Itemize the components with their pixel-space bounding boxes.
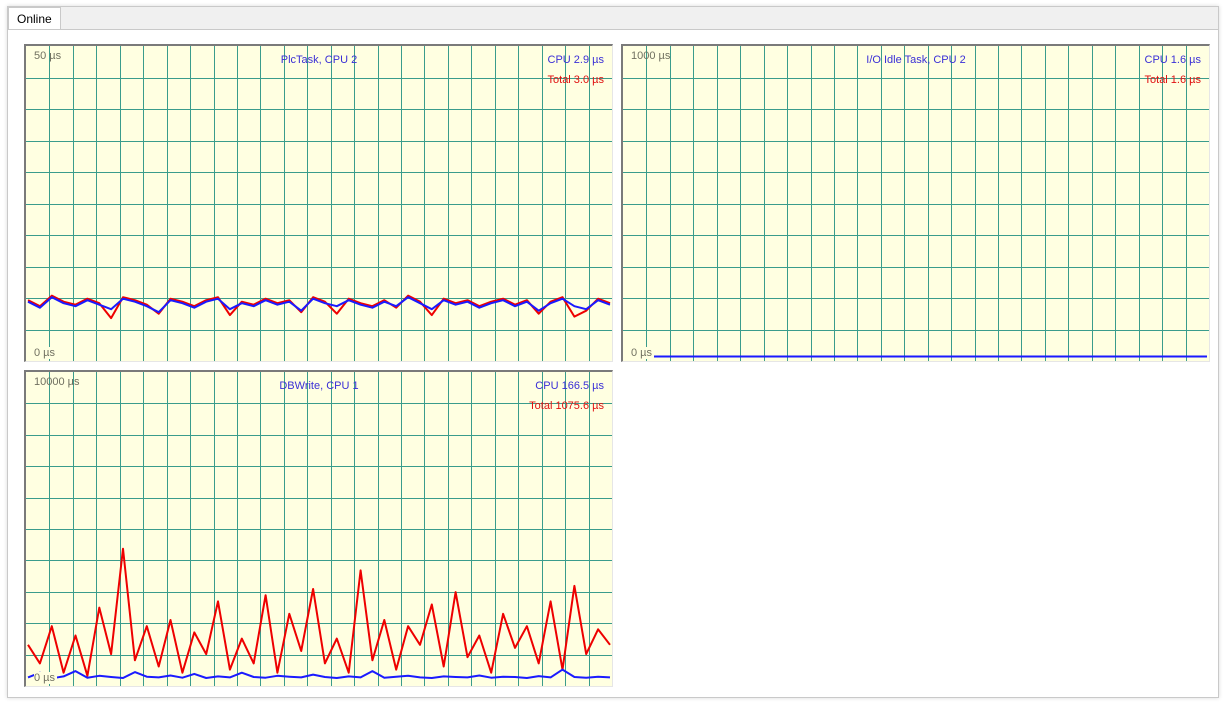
y-min-label: 0 µs: [34, 347, 58, 359]
plot-area: [623, 46, 1209, 361]
tab-online[interactable]: Online: [8, 7, 61, 29]
total-value: Total 3.0 µs: [547, 74, 604, 86]
chart-dbwrite: 10000 µs DBWrite, CPU 1 CPU 166.5 µs Tot…: [24, 370, 613, 687]
y-min-label: 0 µs: [34, 672, 58, 684]
chart-title: I/O Idle Task, CPU 2: [866, 54, 966, 66]
chart-title: DBWrite, CPU 1: [279, 380, 359, 392]
total-value: Total 1075.6 µs: [529, 400, 604, 412]
total-value: Total 1.6 µs: [1144, 74, 1201, 86]
series-total-line: [27, 294, 611, 320]
online-window: Online 50 µs PlcTask, CPU 2 CPU 2.9 µs T…: [7, 6, 1219, 698]
chart-io-idle-task: 1000 µs I/O Idle Task, CPU 2 CPU 1.6 µs …: [621, 44, 1210, 362]
y-max-label: 10000 µs: [34, 376, 80, 388]
chart-title: PlcTask, CPU 2: [280, 54, 358, 66]
cpu-value: CPU 166.5 µs: [535, 380, 604, 392]
cpu-value: CPU 1.6 µs: [1144, 54, 1201, 66]
y-max-label: 50 µs: [34, 50, 62, 62]
y-max-label: 1000 µs: [631, 50, 671, 62]
series-total-line: [27, 547, 611, 677]
plot-area: [26, 46, 612, 361]
series-cpu-line: [27, 296, 611, 314]
chart-plctask: 50 µs PlcTask, CPU 2 CPU 2.9 µs Total 3.…: [24, 44, 613, 362]
y-min-label: 0 µs: [631, 347, 655, 359]
series-cpu-line: [27, 668, 611, 680]
cpu-value: CPU 2.9 µs: [547, 54, 604, 66]
charts-area: 50 µs PlcTask, CPU 2 CPU 2.9 µs Total 3.…: [8, 29, 1218, 697]
plot-area: [26, 372, 612, 686]
